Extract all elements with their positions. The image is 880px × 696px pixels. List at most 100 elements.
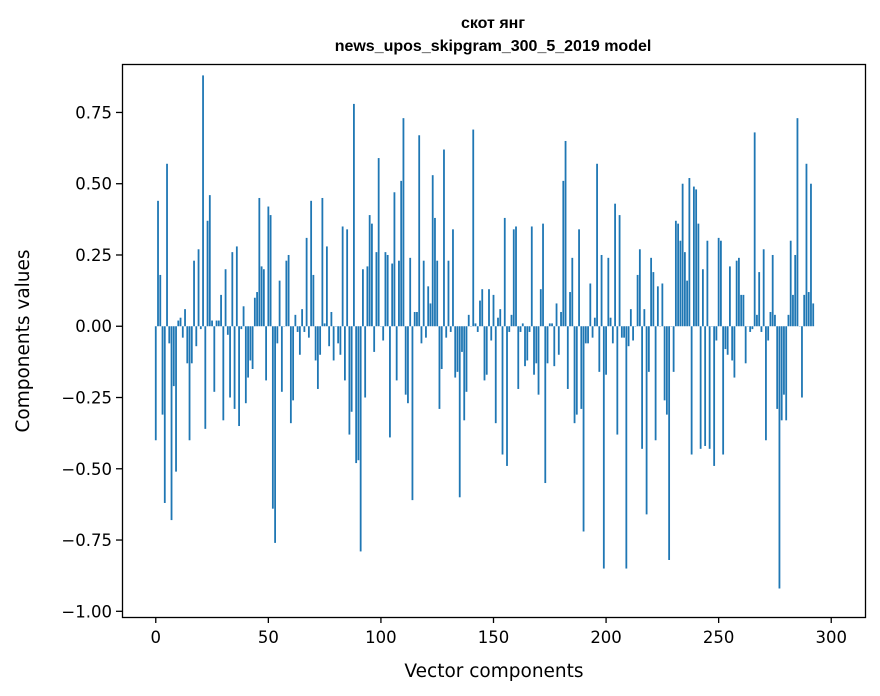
bar-component-199 bbox=[602, 326, 605, 569]
bar-component-182 bbox=[564, 140, 567, 327]
bar-component-220 bbox=[650, 257, 653, 327]
bar-component-13 bbox=[184, 309, 186, 327]
bar-component-39 bbox=[242, 306, 245, 327]
bar-component-3 bbox=[161, 326, 164, 415]
bar-component-30 bbox=[222, 326, 225, 421]
y-tick-label: −0.75 bbox=[61, 531, 112, 550]
bar-component-76 bbox=[325, 246, 328, 327]
bar-component-287 bbox=[801, 326, 803, 398]
y-tick-label: 0.75 bbox=[75, 103, 112, 122]
y-tick-label: 0.00 bbox=[75, 317, 112, 336]
bar-component-104 bbox=[389, 326, 391, 438]
bar-component-218 bbox=[645, 326, 648, 515]
bar-component-236 bbox=[686, 280, 689, 327]
bar-component-276 bbox=[776, 326, 779, 409]
bar-component-63 bbox=[296, 326, 299, 332]
bar-component-43 bbox=[251, 326, 254, 370]
bar-component-175 bbox=[548, 323, 551, 327]
bar-component-206 bbox=[618, 215, 621, 327]
bar-component-108 bbox=[398, 260, 400, 327]
bar-component-59 bbox=[287, 254, 290, 327]
bar-component-112 bbox=[407, 326, 409, 404]
bar-component-154 bbox=[501, 326, 504, 455]
bar-component-29 bbox=[220, 294, 222, 327]
bar-component-279 bbox=[783, 326, 785, 395]
bar-component-94 bbox=[366, 266, 369, 327]
y-tick-label: −0.25 bbox=[61, 389, 112, 408]
bar-component-40 bbox=[244, 326, 247, 404]
bar-component-50 bbox=[267, 206, 270, 327]
bar-component-62 bbox=[294, 314, 297, 327]
bar-component-179 bbox=[557, 326, 560, 355]
bar-component-257 bbox=[733, 326, 736, 378]
bar-component-36 bbox=[235, 246, 238, 327]
bar-component-20 bbox=[199, 326, 202, 330]
bar-component-77 bbox=[328, 326, 331, 347]
bar-component-121 bbox=[427, 286, 430, 327]
bar-component-64 bbox=[298, 326, 301, 355]
bar-component-243 bbox=[701, 269, 704, 327]
bar-component-155 bbox=[503, 217, 506, 327]
bar-component-131 bbox=[449, 326, 452, 332]
bar-component-245 bbox=[706, 240, 709, 327]
bar-component-98 bbox=[375, 252, 378, 327]
bar-component-49 bbox=[265, 326, 267, 381]
bar-component-86 bbox=[348, 326, 351, 435]
y-tick-label: −1.00 bbox=[61, 602, 112, 621]
bar-component-103 bbox=[386, 254, 389, 327]
bar-component-190 bbox=[582, 326, 585, 532]
bar-component-223 bbox=[656, 286, 659, 327]
x-tick-label: 100 bbox=[365, 628, 397, 647]
bar-component-15 bbox=[188, 326, 191, 441]
bar-component-269 bbox=[760, 326, 763, 332]
bar-component-176 bbox=[551, 323, 553, 327]
bar-component-128 bbox=[443, 149, 445, 327]
bar-component-264 bbox=[749, 326, 752, 332]
bar-component-135 bbox=[458, 326, 461, 498]
bar-component-151 bbox=[494, 326, 497, 424]
bar-component-26 bbox=[213, 326, 216, 392]
bar-component-252 bbox=[722, 326, 725, 455]
bar-component-280 bbox=[785, 326, 788, 421]
x-tick-label: 200 bbox=[590, 628, 622, 647]
bar-component-91 bbox=[359, 326, 362, 552]
bar-component-99 bbox=[377, 158, 380, 327]
bar-component-41 bbox=[247, 326, 249, 378]
bar-component-167 bbox=[530, 226, 533, 327]
bar-component-196 bbox=[596, 163, 598, 327]
bar-component-44 bbox=[253, 297, 256, 327]
bar-component-37 bbox=[238, 326, 240, 427]
bar-component-255 bbox=[729, 266, 731, 327]
bar-component-174 bbox=[546, 326, 549, 364]
bar-component-162 bbox=[519, 326, 522, 332]
bar-component-233 bbox=[679, 240, 682, 327]
bar-component-66 bbox=[303, 326, 306, 332]
bar-component-145 bbox=[481, 289, 484, 327]
bar-component-226 bbox=[663, 326, 666, 401]
bar-component-147 bbox=[485, 326, 488, 375]
bar-component-146 bbox=[483, 326, 486, 381]
bar-component-219 bbox=[647, 326, 650, 372]
bars-group bbox=[154, 75, 815, 589]
bar-component-217 bbox=[643, 309, 646, 327]
bar-component-19 bbox=[197, 249, 200, 327]
bar-component-38 bbox=[240, 326, 243, 330]
bar-component-277 bbox=[778, 326, 781, 589]
bar-component-126 bbox=[438, 326, 441, 409]
bar-component-232 bbox=[677, 223, 680, 327]
y-axis-label: Components values bbox=[13, 249, 34, 432]
bar-component-234 bbox=[681, 183, 684, 327]
bar-component-291 bbox=[810, 183, 812, 327]
bar-component-153 bbox=[499, 309, 502, 327]
bar-component-289 bbox=[805, 163, 808, 327]
bar-component-22 bbox=[204, 326, 207, 429]
x-axis-ticks: 0 50 100 150 200 250 300 bbox=[151, 617, 847, 647]
bar-component-230 bbox=[672, 326, 675, 372]
bar-component-188 bbox=[578, 229, 580, 327]
bar-component-107 bbox=[395, 326, 398, 381]
bar-component-133 bbox=[454, 326, 457, 378]
bar-component-69 bbox=[310, 200, 313, 327]
bar-component-116 bbox=[416, 311, 418, 327]
bar-component-70 bbox=[312, 274, 315, 327]
